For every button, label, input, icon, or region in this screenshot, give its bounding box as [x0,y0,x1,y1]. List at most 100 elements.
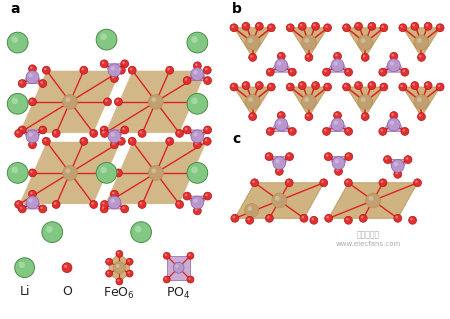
Circle shape [302,94,316,109]
Circle shape [387,118,400,131]
Circle shape [358,35,373,50]
Circle shape [122,62,125,64]
Circle shape [52,201,60,208]
Circle shape [369,83,372,86]
Circle shape [368,22,376,30]
Circle shape [113,262,125,274]
Circle shape [187,252,194,259]
Circle shape [28,65,36,73]
Polygon shape [383,56,405,72]
Circle shape [54,131,56,134]
Text: Li: Li [19,286,30,299]
Circle shape [414,179,422,187]
Circle shape [346,154,349,157]
Circle shape [90,201,98,208]
Circle shape [300,214,308,222]
Circle shape [187,32,208,53]
Circle shape [252,180,255,183]
Polygon shape [167,256,190,279]
Circle shape [80,66,88,74]
Circle shape [194,207,201,215]
Circle shape [358,94,373,109]
Circle shape [242,82,250,89]
Circle shape [100,167,107,173]
Circle shape [28,141,36,149]
Circle shape [183,192,191,200]
Circle shape [310,216,318,224]
Circle shape [135,226,141,233]
Polygon shape [22,194,43,209]
Circle shape [184,128,187,130]
Circle shape [117,279,120,282]
Circle shape [249,53,256,61]
Circle shape [7,162,28,183]
Polygon shape [270,56,292,72]
Circle shape [205,78,208,81]
Circle shape [176,201,184,208]
Circle shape [54,202,56,204]
Circle shape [300,24,302,26]
Circle shape [28,169,36,177]
Circle shape [266,214,273,222]
Circle shape [273,157,286,169]
Polygon shape [104,64,125,78]
Circle shape [379,68,387,76]
Circle shape [26,71,39,84]
Circle shape [116,100,118,102]
Circle shape [436,24,444,32]
Circle shape [167,139,170,141]
Circle shape [111,190,118,198]
Circle shape [243,83,246,86]
Circle shape [102,128,104,130]
Circle shape [29,132,33,137]
Circle shape [342,24,351,32]
Circle shape [413,24,415,26]
Polygon shape [187,130,207,145]
Circle shape [288,68,296,76]
Circle shape [100,33,107,40]
Circle shape [116,250,123,257]
Circle shape [90,130,98,137]
Circle shape [108,130,121,143]
Circle shape [334,62,338,65]
Circle shape [355,22,362,30]
Polygon shape [383,115,405,131]
Polygon shape [18,141,122,204]
Circle shape [257,83,260,86]
Polygon shape [22,130,43,145]
Circle shape [268,70,270,72]
Circle shape [267,216,270,219]
Circle shape [194,141,201,149]
Circle shape [18,126,26,134]
Circle shape [346,180,349,183]
Circle shape [108,196,121,209]
Circle shape [176,264,179,268]
Circle shape [417,38,422,43]
Circle shape [288,26,290,28]
Circle shape [380,83,388,91]
Circle shape [30,66,33,69]
Circle shape [163,276,170,283]
Circle shape [404,156,412,164]
Circle shape [130,68,132,70]
Circle shape [399,83,407,91]
Circle shape [194,62,201,70]
Circle shape [111,141,118,149]
Circle shape [401,128,409,135]
Circle shape [18,205,26,213]
Circle shape [413,83,415,86]
Circle shape [396,172,398,174]
Circle shape [100,205,108,213]
Circle shape [11,167,18,173]
Circle shape [306,114,309,117]
Circle shape [334,121,338,125]
Circle shape [7,32,28,53]
Circle shape [323,128,330,135]
Circle shape [195,209,198,211]
Circle shape [64,265,67,268]
Circle shape [415,180,418,183]
Circle shape [394,214,402,222]
Circle shape [248,206,252,211]
Circle shape [18,80,26,87]
Circle shape [44,139,46,141]
